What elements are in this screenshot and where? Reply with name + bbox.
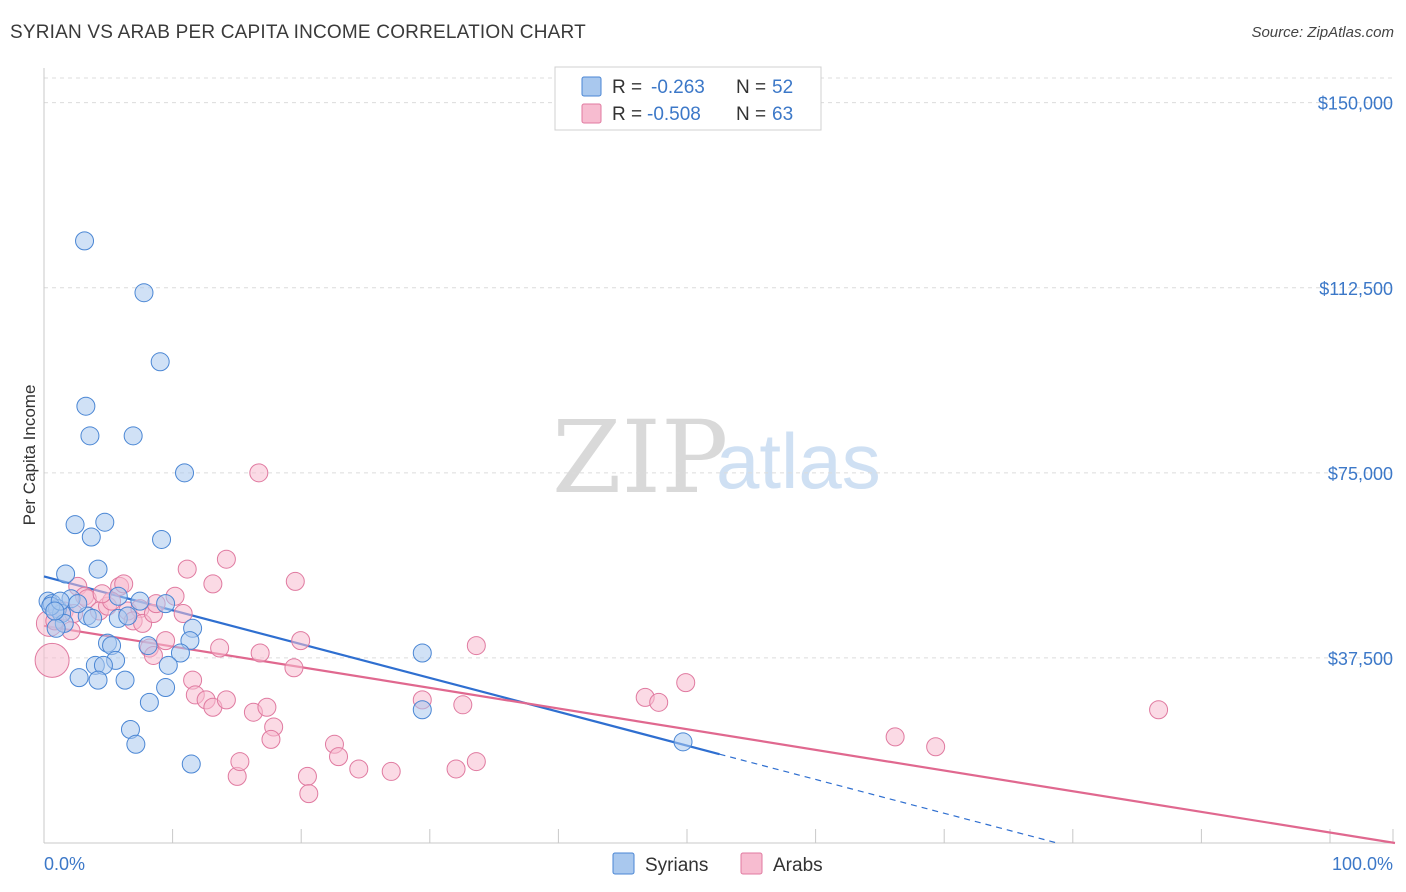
arab-point: [250, 643, 270, 663]
syrian-point: [80, 426, 100, 446]
y-tick-label: $75,000: [1328, 464, 1393, 484]
syrian-point: [138, 636, 158, 656]
syrian-point: [134, 283, 154, 303]
legend-r-label-arabs: R =: [612, 104, 642, 125]
arab-point: [466, 636, 486, 656]
syrian-point: [88, 559, 108, 579]
arab-point: [926, 737, 946, 757]
arab-point: [329, 747, 349, 767]
syrian-point: [88, 670, 108, 690]
data-points: [34, 231, 1169, 804]
syrian-point: [115, 670, 135, 690]
legend-swatch-syrians: [581, 76, 602, 97]
syrian-point: [118, 606, 138, 626]
arab-point: [257, 697, 277, 717]
tick-labels: $37,500 $75,000 $112,500 $150,000 0.0% 100.0%: [44, 94, 1393, 874]
syrian-point: [181, 754, 201, 774]
syrian-point: [126, 734, 146, 754]
syrian-point: [152, 529, 172, 549]
series-legend: Syrians Arabs: [612, 852, 823, 876]
syrian-point: [56, 564, 76, 584]
arab-point: [210, 638, 230, 658]
syrian-point: [46, 618, 66, 638]
syrian-point: [673, 732, 693, 752]
syrian-point: [412, 643, 432, 663]
arab-point: [649, 692, 669, 712]
y-axis-label: Per Capita Income: [20, 385, 39, 526]
legend-r-value-syrians: -0.263: [651, 77, 705, 98]
arab-point: [92, 584, 112, 604]
syrian-point: [123, 426, 143, 446]
syrian-point: [108, 586, 128, 606]
legend-n-label-arabs: N =: [736, 104, 766, 125]
arab-point: [261, 729, 281, 749]
watermark-atlas: atlas: [716, 417, 881, 505]
syrian-point: [158, 655, 178, 675]
arabs-trend-line: [43, 624, 1396, 845]
axes: [43, 68, 1395, 844]
y-tick-label: $37,500: [1328, 649, 1393, 669]
source-label: Source: ZipAtlas.com: [1251, 24, 1394, 41]
legend-swatch-arabs: [581, 103, 602, 124]
syrian-point: [170, 643, 190, 663]
arab-point: [466, 752, 486, 772]
arab-point: [216, 690, 236, 710]
syrian-point: [156, 678, 176, 698]
syrian-point: [83, 608, 103, 628]
legend-n-value-syrians: 52: [772, 77, 793, 98]
arab-point: [676, 673, 696, 693]
arab-point: [230, 752, 250, 772]
arab-point: [216, 549, 236, 569]
bottom-legend-swatch-arabs: [740, 852, 763, 875]
arab-point: [249, 463, 269, 483]
legend-n-value-arabs: 63: [772, 104, 793, 125]
syrian-point: [150, 352, 170, 372]
x-tick-label-end: 100.0%: [1332, 854, 1393, 874]
syrian-point: [75, 231, 95, 251]
arab-point: [291, 631, 311, 651]
arab-point: [297, 766, 317, 786]
bottom-legend-label-arabs: Arabs: [773, 855, 823, 876]
arab-point: [177, 559, 197, 579]
arab-point: [453, 695, 473, 715]
arab-point: [173, 604, 193, 623]
syrian-point: [65, 515, 85, 535]
chart-title: SYRIAN VS ARAB PER CAPITA INCOME CORRELA…: [10, 22, 586, 43]
y-tick-label: $112,500: [1319, 279, 1393, 299]
arab-point: [349, 759, 369, 779]
bottom-legend-swatch-syrians: [612, 852, 635, 875]
syrian-point: [175, 463, 195, 483]
syrian-point: [45, 601, 65, 621]
arab-point: [156, 631, 176, 651]
syrian-point: [68, 594, 88, 614]
syrian-point: [130, 591, 150, 611]
bottom-legend-label-syrians: Syrians: [645, 855, 708, 876]
syrian-point: [81, 527, 101, 547]
syrian-point: [95, 512, 115, 532]
legend-n-label-syrians: N =: [736, 77, 766, 98]
correlation-legend: R = -0.263 N = 52 R = -0.508 N = 63: [554, 66, 822, 131]
arab-point: [885, 727, 905, 747]
x-tick-label-start: 0.0%: [44, 854, 85, 874]
arab-point: [446, 759, 466, 779]
arab-point: [299, 784, 319, 804]
arab-point: [381, 761, 401, 781]
syrian-point: [156, 594, 176, 614]
arab-point: [203, 574, 223, 594]
arab-point: [285, 571, 305, 591]
arab-point: [1149, 700, 1169, 720]
syrian-point: [69, 668, 89, 688]
syrian-point: [139, 692, 159, 712]
legend-r-value-arabs: -0.508: [647, 104, 701, 125]
arab-point: [34, 642, 70, 678]
legend-r-label-syrians: R =: [612, 77, 642, 98]
y-tick-label: $150,000: [1318, 94, 1393, 114]
syrians-trend-extension: [719, 753, 1058, 844]
gridlines: [44, 77, 1395, 659]
watermark-zip: ZIP: [552, 399, 728, 516]
arab-point: [284, 658, 304, 678]
syrian-point: [412, 700, 432, 720]
syrian-point: [76, 396, 96, 416]
